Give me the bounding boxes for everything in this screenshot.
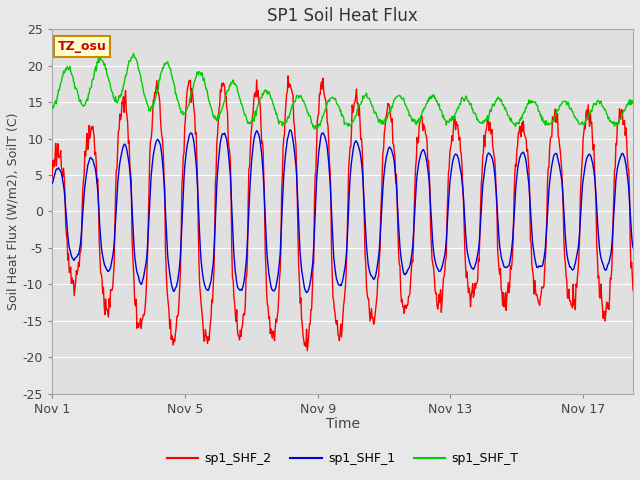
Text: TZ_osu: TZ_osu [58,40,107,53]
Y-axis label: Soil Heat Flux (W/m2), SoilT (C): Soil Heat Flux (W/m2), SoilT (C) [7,113,20,310]
Legend: sp1_SHF_2, sp1_SHF_1, sp1_SHF_T: sp1_SHF_2, sp1_SHF_1, sp1_SHF_T [162,447,524,470]
X-axis label: Time: Time [326,417,360,431]
Title: SP1 Soil Heat Flux: SP1 Soil Heat Flux [268,7,418,25]
